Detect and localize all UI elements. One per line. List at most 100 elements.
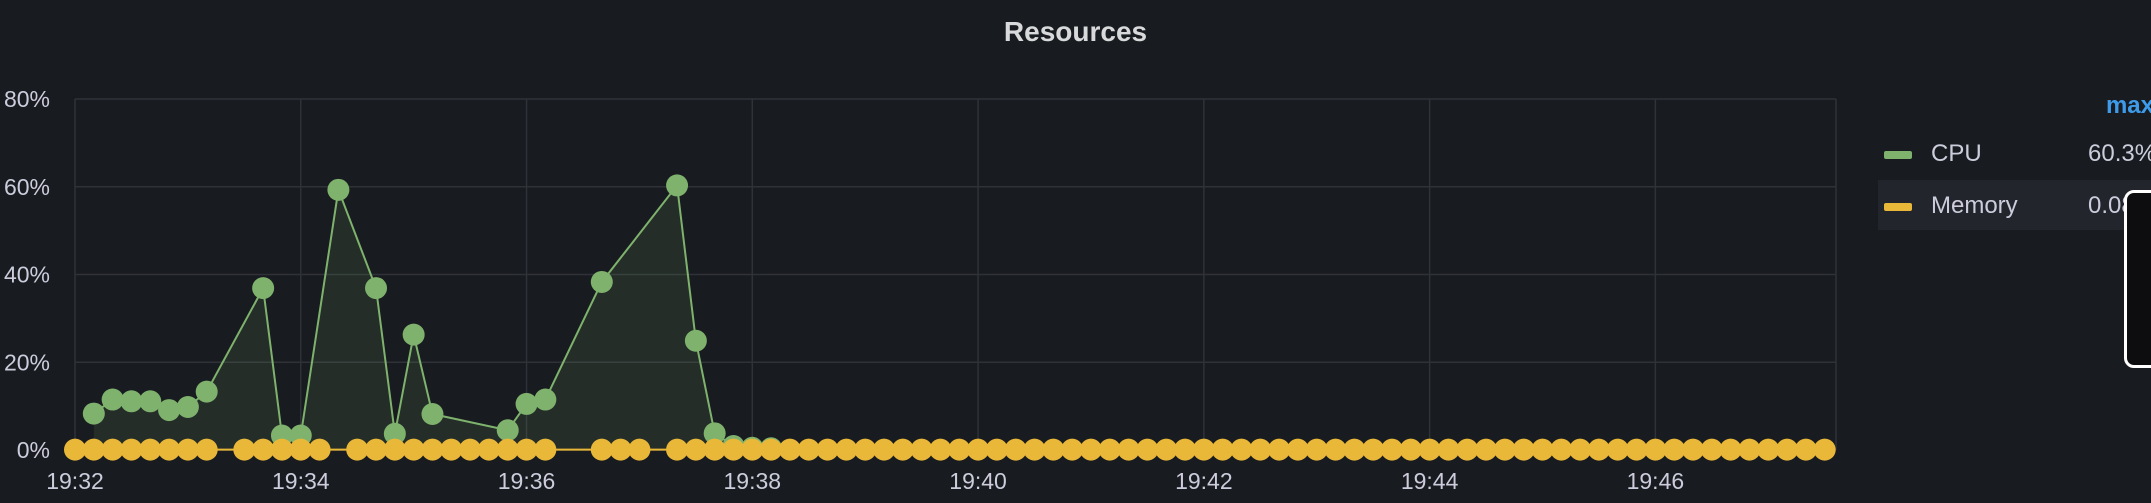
memory-point bbox=[1136, 438, 1159, 461]
memory-point bbox=[82, 438, 105, 461]
panel-title: Resources bbox=[1003, 16, 1148, 47]
memory-point bbox=[477, 438, 500, 461]
memory-point bbox=[1418, 438, 1441, 461]
memory-point bbox=[1249, 438, 1272, 461]
legend-max-header[interactable]: max bbox=[2105, 92, 2151, 119]
tooltip-preview bbox=[2124, 190, 2151, 368]
memory-point bbox=[1475, 438, 1498, 461]
memory-point bbox=[158, 438, 181, 461]
cpu-point bbox=[684, 329, 707, 352]
cpu-point bbox=[365, 277, 388, 300]
memory-point bbox=[1776, 438, 1799, 461]
cpu-point bbox=[402, 323, 425, 346]
memory-point bbox=[1324, 438, 1347, 461]
x-tick-label: 19:44 bbox=[1401, 468, 1459, 494]
memory-point bbox=[515, 438, 538, 461]
memory-point bbox=[1738, 438, 1761, 461]
memory-point bbox=[120, 438, 143, 461]
x-tick-label: 19:34 bbox=[272, 468, 330, 494]
cpu-point bbox=[383, 422, 406, 445]
memory-point bbox=[289, 438, 312, 461]
memory-point bbox=[590, 438, 613, 461]
memory-point bbox=[1569, 438, 1592, 461]
legend: max CPU 60.3% Memory 0.0833 bbox=[1878, 92, 2151, 242]
cpu-point bbox=[421, 403, 444, 426]
cpu-point bbox=[158, 399, 181, 422]
cpu-point bbox=[590, 270, 613, 293]
cpu-point bbox=[496, 419, 519, 442]
memory-point bbox=[1437, 438, 1460, 461]
memory-color-swatch bbox=[1884, 203, 1912, 211]
memory-point bbox=[1211, 438, 1234, 461]
memory-point bbox=[1192, 438, 1215, 461]
x-tick-label: 19:36 bbox=[498, 468, 556, 494]
memory-point bbox=[609, 438, 632, 461]
memory-point bbox=[1719, 438, 1742, 461]
memory-point bbox=[1023, 438, 1046, 461]
memory-point bbox=[741, 438, 764, 461]
memory-point bbox=[1625, 438, 1648, 461]
memory-point bbox=[778, 438, 801, 461]
memory-point bbox=[101, 438, 124, 461]
memory-point bbox=[1512, 438, 1535, 461]
cpu-point bbox=[534, 388, 557, 411]
memory-point bbox=[1794, 438, 1817, 461]
memory-point bbox=[1004, 438, 1027, 461]
memory-point bbox=[459, 438, 482, 461]
memory-point bbox=[1117, 438, 1140, 461]
memory-point bbox=[139, 438, 162, 461]
memory-point bbox=[948, 438, 971, 461]
memory-point bbox=[1155, 438, 1178, 461]
memory-point bbox=[1343, 438, 1366, 461]
legend-item-max: 60.3% bbox=[2088, 140, 2151, 167]
cpu-point bbox=[703, 422, 726, 445]
cpu-point bbox=[120, 390, 143, 413]
memory-point bbox=[891, 438, 914, 461]
legend-item-label: CPU bbox=[1931, 140, 1982, 167]
cpu-point bbox=[82, 402, 105, 425]
memory-point bbox=[534, 438, 557, 461]
memory-point bbox=[64, 438, 86, 461]
memory-point bbox=[1098, 438, 1121, 461]
cpu-point bbox=[327, 178, 350, 201]
memory-point bbox=[1663, 438, 1686, 461]
memory-point bbox=[722, 438, 745, 461]
memory-point bbox=[176, 438, 199, 461]
memory-point bbox=[1757, 438, 1780, 461]
memory-point bbox=[1079, 438, 1102, 461]
memory-point bbox=[1399, 438, 1422, 461]
y-tick-label: 60% bbox=[4, 174, 50, 200]
memory-point bbox=[346, 438, 369, 461]
memory-point bbox=[383, 438, 406, 461]
memory-point bbox=[1174, 438, 1197, 461]
x-tick-label: 19:42 bbox=[1175, 468, 1233, 494]
y-tick-label: 0% bbox=[17, 437, 50, 463]
memory-point bbox=[1606, 438, 1629, 461]
memory-point bbox=[760, 438, 783, 461]
memory-point bbox=[816, 438, 839, 461]
cpu-area bbox=[93, 185, 772, 450]
y-tick-label: 40% bbox=[4, 262, 50, 288]
memory-point bbox=[628, 438, 651, 461]
cpu-point bbox=[515, 392, 538, 415]
cpu-point bbox=[252, 277, 275, 300]
memory-point bbox=[233, 438, 256, 461]
memory-point bbox=[666, 438, 689, 461]
memory-point bbox=[1268, 438, 1291, 461]
legend-item-cpu[interactable]: CPU 60.3% bbox=[1878, 128, 2151, 178]
memory-point bbox=[1587, 438, 1610, 461]
memory-point bbox=[854, 438, 877, 461]
legend-item-memory[interactable]: Memory 0.0833 bbox=[1878, 180, 2151, 230]
memory-point bbox=[1682, 438, 1705, 461]
memory-point bbox=[1531, 438, 1554, 461]
memory-point bbox=[1380, 438, 1403, 461]
memory-point bbox=[1305, 438, 1328, 461]
memory-point bbox=[195, 438, 218, 461]
memory-point bbox=[308, 438, 331, 461]
memory-point bbox=[1456, 438, 1479, 461]
memory-point bbox=[252, 438, 275, 461]
memory-point bbox=[1813, 438, 1836, 461]
memory-point bbox=[1362, 438, 1385, 461]
memory-point bbox=[873, 438, 896, 461]
y-tick-label: 80% bbox=[4, 86, 50, 112]
